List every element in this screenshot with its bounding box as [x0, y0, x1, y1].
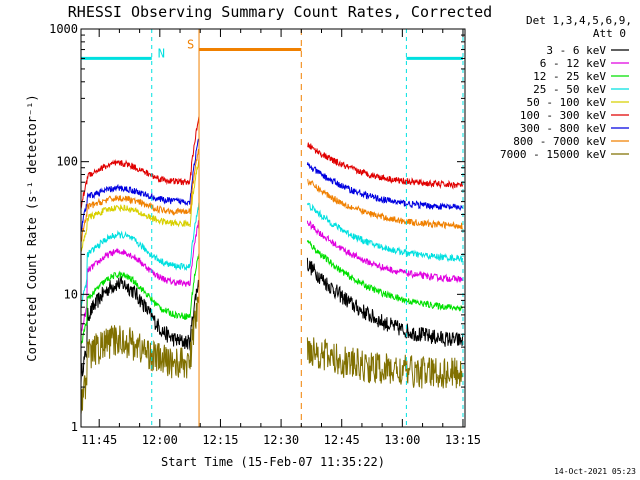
series-line-pre-7	[80, 149, 200, 242]
y-tick-label: 1000	[49, 22, 78, 36]
series-line-post-1	[306, 220, 464, 284]
plot-frame	[80, 28, 466, 428]
series-line-pre-1	[80, 219, 200, 336]
series-line-post-6	[306, 162, 463, 211]
legend-label-8: 7000 - 15000 keV	[500, 148, 606, 161]
y-tick-label: 10	[64, 287, 78, 301]
series-line-post-8	[306, 337, 464, 389]
legend-label-2: 12 - 25 keV	[533, 70, 606, 83]
plot-area: NS	[80, 29, 464, 427]
timestamp: 14-Oct-2021 05:23	[554, 467, 636, 476]
y-axis-label: Corrected Count Rate (s⁻¹ detector⁻¹)	[25, 94, 39, 361]
legend-detectors: Det 1,3,4,5,6,9,	[526, 14, 632, 27]
interval-label-2: S	[187, 38, 194, 52]
x-tick-label: 12:45	[324, 433, 360, 447]
x-tick-label: 12:30	[263, 433, 299, 447]
x-axis: 11:45 12:00 12:15 12:30 12:45 13:00 13:15	[81, 29, 481, 447]
series-line-post-7	[307, 178, 463, 231]
legend-label-5: 100 - 300 keV	[520, 109, 606, 122]
legend-label-6: 300 - 800 keV	[520, 122, 606, 135]
legend-label-7: 800 - 7000 keV	[513, 135, 606, 148]
y-tick-label: 100	[56, 155, 78, 169]
interval-label-0: N	[158, 46, 165, 60]
series-line-pre-5	[80, 116, 200, 210]
series-line-pre-0	[80, 276, 200, 384]
series-line-post-3	[306, 202, 464, 263]
series-line-post-2	[306, 240, 464, 312]
legend-attenuator: Att 0	[593, 27, 626, 40]
x-tick-label: 11:45	[81, 433, 117, 447]
series-line-pre-2	[80, 253, 200, 345]
series-line-post-5	[307, 142, 464, 190]
x-tick-label: 12:15	[202, 433, 238, 447]
chart-title: RHESSI Observing Summary Count Rates, Co…	[68, 3, 492, 21]
legend-label-0: 3 - 6 keV	[546, 44, 606, 57]
legend-label-1: 6 - 12 keV	[540, 57, 607, 70]
series-line-pre-6	[80, 138, 200, 231]
x-axis-label: Start Time (15-Feb-07 11:35:22)	[161, 455, 385, 469]
x-tick-label: 12:00	[142, 433, 178, 447]
y-tick-label: 1	[71, 420, 78, 434]
x-tick-label: 13:15	[445, 433, 481, 447]
series-line-pre-8	[80, 296, 200, 415]
series-line-pre-4	[80, 159, 200, 253]
series-line-pre-3	[80, 202, 200, 309]
legend-label-4: 50 - 100 keV	[527, 96, 607, 109]
series-line-post-0	[306, 257, 464, 347]
y-axis: 1 10 100 1000	[49, 22, 465, 434]
x-tick-label: 13:00	[384, 433, 420, 447]
legend-label-3: 25 - 50 keV	[533, 83, 606, 96]
